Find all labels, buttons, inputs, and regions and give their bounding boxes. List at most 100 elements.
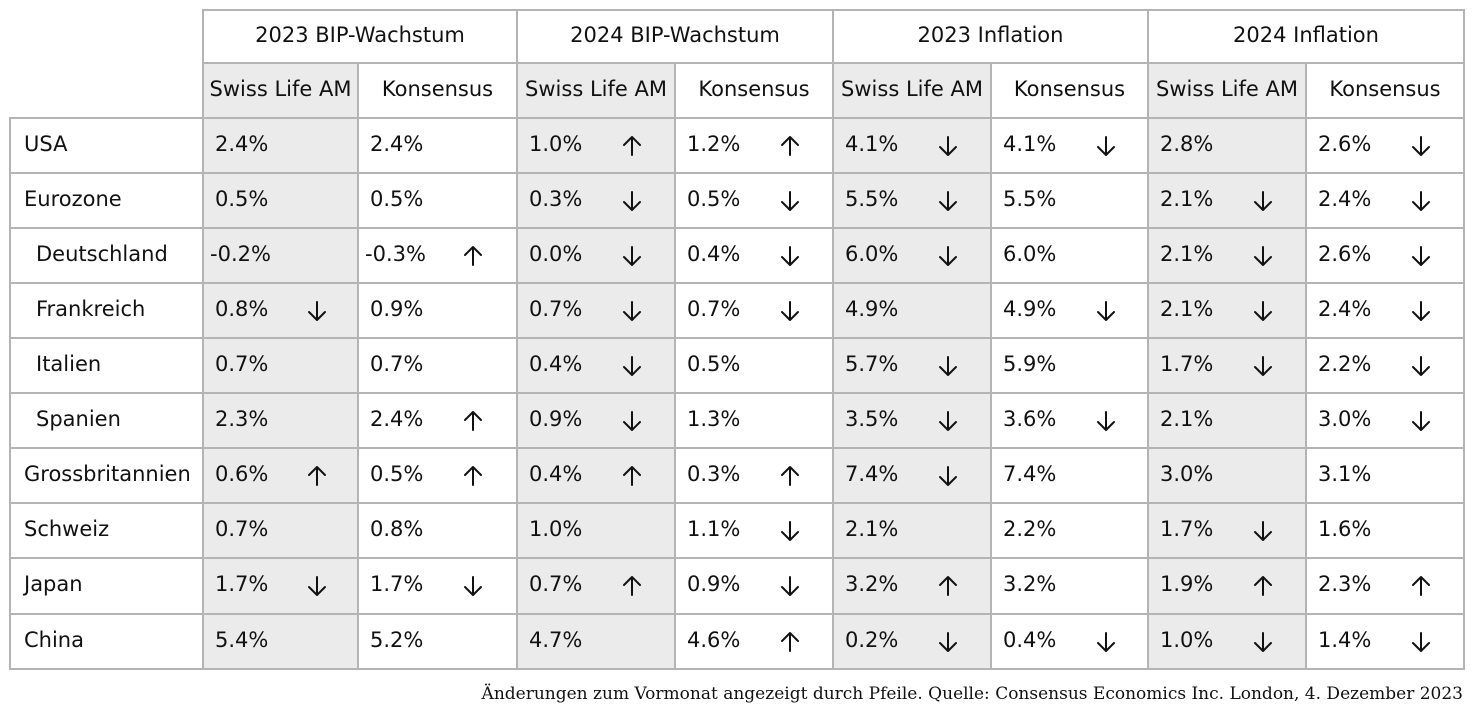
cell-value: 2.6% bbox=[1318, 241, 1372, 266]
row-label: Schweiz bbox=[24, 516, 110, 541]
arrow-up-icon bbox=[938, 576, 957, 596]
group-header-cell bbox=[1147, 9, 1465, 64]
subheader: Konsensus bbox=[381, 76, 494, 101]
arrow-up-icon bbox=[780, 135, 799, 156]
arrow-up-icon bbox=[464, 245, 483, 266]
arrow-down-icon bbox=[780, 190, 799, 211]
cell-value: 5.5% bbox=[845, 186, 899, 211]
cell-value: 0.3% bbox=[687, 461, 741, 486]
arrow-down-icon bbox=[938, 135, 957, 156]
subheader: Konsensus bbox=[1329, 76, 1441, 101]
table-cell bbox=[516, 227, 676, 284]
table-cell bbox=[990, 613, 1149, 670]
table-cell bbox=[674, 227, 834, 284]
arrow-up-icon bbox=[464, 410, 483, 431]
cell-value: 0.9% bbox=[370, 296, 424, 321]
table-cell bbox=[1305, 337, 1465, 394]
arrow-down-icon bbox=[780, 520, 799, 541]
cell-value: 2.1% bbox=[1160, 241, 1214, 266]
cell-value: 3.1% bbox=[1318, 461, 1372, 486]
table-cell bbox=[202, 392, 359, 449]
cell-value: 0.7% bbox=[215, 351, 269, 376]
row-label: Spanien bbox=[36, 406, 121, 431]
table-cell bbox=[1147, 282, 1307, 339]
arrow-down-icon bbox=[1253, 520, 1272, 541]
arrow-up-icon bbox=[622, 465, 641, 486]
table-cell bbox=[202, 557, 359, 615]
subheader-cell bbox=[516, 62, 676, 119]
row-label-cell bbox=[9, 337, 204, 394]
table-cell bbox=[1147, 172, 1307, 229]
cell-value: 3.2% bbox=[1003, 572, 1057, 596]
cell-value: 0.5% bbox=[687, 186, 741, 211]
cell-value: 1.7% bbox=[370, 572, 424, 596]
subheader: Swiss Life AM bbox=[1156, 76, 1298, 101]
table-cell bbox=[357, 282, 518, 339]
cell-value: 0.4% bbox=[687, 241, 741, 266]
cell-value: 0.4% bbox=[1003, 627, 1057, 652]
subheader: Swiss Life AM bbox=[841, 76, 983, 101]
cell-value: 0.7% bbox=[215, 516, 269, 541]
table-cell bbox=[1147, 227, 1307, 284]
row-label: China bbox=[24, 627, 84, 652]
cell-value: 4.9% bbox=[1003, 296, 1057, 321]
source-footnote: Änderungen zum Vormonat angezeigt durch … bbox=[481, 684, 1463, 704]
cell-value: 6.0% bbox=[1003, 241, 1057, 266]
row-label: Italien bbox=[36, 351, 102, 376]
cell-value: 3.6% bbox=[1003, 406, 1057, 431]
cell-value: 2.2% bbox=[1003, 516, 1057, 541]
arrow-down-icon bbox=[1253, 245, 1272, 266]
arrow-up-icon bbox=[464, 465, 483, 486]
arrow-down-icon bbox=[1411, 410, 1430, 431]
table-cell bbox=[202, 613, 359, 670]
arrow-down-icon bbox=[622, 190, 641, 211]
cell-value: 1.9% bbox=[1160, 572, 1214, 596]
row-label-cell bbox=[9, 502, 204, 559]
table-cell bbox=[990, 337, 1149, 394]
cell-value: 0.5% bbox=[215, 186, 269, 211]
cell-value: 2.1% bbox=[1160, 296, 1214, 321]
arrow-up-icon bbox=[622, 135, 641, 156]
group-header: 2023 BIP-Wachstum bbox=[255, 22, 465, 47]
table-cell bbox=[1147, 447, 1307, 504]
table-cell bbox=[357, 392, 518, 449]
cell-value: 5.5% bbox=[1003, 186, 1057, 211]
cell-value: 4.1% bbox=[1003, 131, 1057, 156]
arrow-down-icon bbox=[780, 300, 799, 321]
cell-value: 1.6% bbox=[1318, 516, 1372, 541]
arrow-down-icon bbox=[622, 410, 641, 431]
arrow-down-icon bbox=[1411, 245, 1430, 266]
row-label: USA bbox=[24, 131, 68, 156]
arrow-down-icon bbox=[1253, 355, 1272, 376]
cell-value: 0.7% bbox=[529, 296, 583, 321]
cell-value: 0.7% bbox=[529, 572, 583, 596]
arrow-down-icon bbox=[622, 355, 641, 376]
table-cell bbox=[516, 613, 676, 670]
cell-value: 4.1% bbox=[845, 131, 899, 156]
table-cell bbox=[1305, 392, 1465, 449]
table-cell bbox=[1305, 447, 1465, 504]
cell-value: 2.4% bbox=[1318, 186, 1372, 211]
cell-value: 2.2% bbox=[1318, 351, 1372, 376]
arrow-down-icon bbox=[308, 300, 326, 321]
cell-value: 0.6% bbox=[215, 461, 269, 486]
group-header: 2024 BIP-Wachstum bbox=[570, 22, 780, 47]
cell-value: 3.2% bbox=[845, 572, 899, 596]
cell-value: -0.2% bbox=[210, 241, 271, 266]
cell-value: 0.7% bbox=[370, 351, 424, 376]
cell-value: 0.5% bbox=[370, 186, 424, 211]
cell-value: 2.3% bbox=[215, 406, 269, 431]
cell-value: 0.2% bbox=[845, 627, 899, 652]
table-cell bbox=[832, 337, 992, 394]
cell-value: 0.8% bbox=[215, 296, 269, 321]
cell-value: 2.4% bbox=[1318, 296, 1372, 321]
table-cell bbox=[1305, 613, 1465, 670]
arrow-down-icon bbox=[1253, 190, 1272, 211]
cell-value: 7.4% bbox=[845, 461, 899, 486]
arrow-up-icon bbox=[1411, 576, 1430, 596]
arrow-down-icon bbox=[1411, 355, 1430, 376]
cell-value: 0.3% bbox=[529, 186, 583, 211]
arrow-up-icon bbox=[780, 465, 799, 486]
subheader: Konsensus bbox=[1013, 76, 1126, 101]
table-cell bbox=[832, 117, 992, 174]
